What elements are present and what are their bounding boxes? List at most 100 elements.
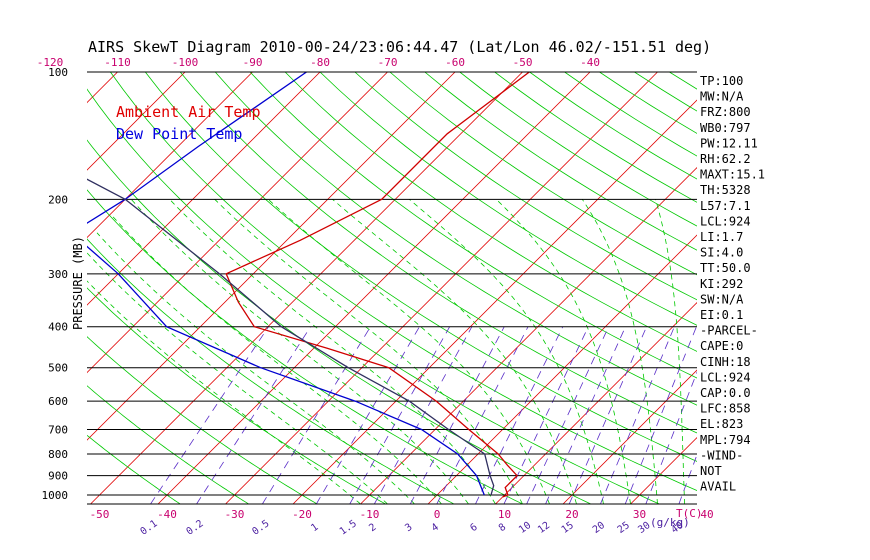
mixing-ratio-line bbox=[475, 326, 564, 504]
isotherm-line bbox=[495, 301, 697, 504]
legend: Ambient Air Temp Dew Point Temp bbox=[116, 103, 261, 143]
moist-adiabat bbox=[267, 199, 550, 504]
pressure-tick-label: 1000 bbox=[42, 489, 69, 502]
index-label: AVAIL bbox=[700, 480, 736, 494]
moist-adiabat bbox=[655, 199, 685, 504]
dry-adiabat bbox=[87, 434, 181, 504]
dry-adiabat bbox=[319, 72, 697, 326]
mixing-ratio-tick-label: 3 bbox=[403, 522, 414, 534]
mixing-ratio-line bbox=[568, 326, 647, 504]
dry-adiabat bbox=[284, 72, 697, 352]
top-temp-tick-label: -40 bbox=[580, 56, 600, 69]
mixing-ratio-tick-label: 0.5 bbox=[250, 518, 271, 537]
top-temp-tick-label: -70 bbox=[378, 56, 398, 69]
pressure-tick-label: 100 bbox=[48, 66, 68, 79]
top-temp-tick-label: -50 bbox=[513, 56, 533, 69]
index-label: KI:292 bbox=[700, 277, 743, 291]
mixing-ratio-unit-label: (g/kg) bbox=[650, 516, 690, 529]
isotherm-line bbox=[225, 72, 658, 504]
mixing-ratio-tick-label: 4 bbox=[430, 522, 441, 534]
mixing-ratio-tick-label: 10 bbox=[517, 520, 533, 536]
dry-adiabat bbox=[249, 72, 697, 379]
top-temp-tick-label: -80 bbox=[310, 56, 330, 69]
dry-adiabat bbox=[144, 72, 697, 462]
top-temp-tick-label: -100 bbox=[172, 56, 199, 69]
isotherm-line bbox=[87, 72, 388, 374]
mixing-ratio-line bbox=[545, 326, 626, 504]
moist-adiabat bbox=[112, 216, 442, 504]
index-label: LI:1.7 bbox=[700, 230, 743, 244]
isotherm-line bbox=[87, 72, 253, 239]
series-line bbox=[225, 72, 530, 498]
dry-adiabat bbox=[87, 385, 249, 504]
pressure-tick-label: 600 bbox=[48, 395, 68, 408]
index-label: WB0:797 bbox=[700, 121, 751, 135]
pressure-tick-label: 300 bbox=[48, 268, 68, 281]
mixing-ratio-tick-label: 0.2 bbox=[185, 518, 206, 537]
pressure-tick-label: 900 bbox=[48, 470, 68, 483]
top-temp-tick-label: -110 bbox=[104, 56, 131, 69]
moist-adiabat bbox=[87, 252, 388, 504]
isotherm-line bbox=[562, 369, 697, 504]
moist-adiabat bbox=[214, 199, 523, 504]
legend-entry: Ambient Air Temp bbox=[116, 103, 261, 121]
mixing-ratio-line bbox=[678, 453, 697, 504]
index-label: NOT bbox=[700, 464, 722, 478]
mixing-ratio-line bbox=[349, 326, 451, 504]
mixing-ratio-tick-label: 20 bbox=[591, 520, 607, 536]
moist-adiabat bbox=[169, 199, 496, 504]
dry-adiabat bbox=[87, 287, 386, 504]
dry-adiabat bbox=[354, 72, 697, 301]
top-temp-tick-label: -120 bbox=[37, 56, 64, 69]
index-label: FRZ:800 bbox=[700, 105, 751, 119]
mixing-ratio-line bbox=[436, 326, 529, 504]
mixing-ratio-line bbox=[316, 326, 420, 504]
temp-tick-label: 30 bbox=[633, 508, 646, 521]
dry-adiabat bbox=[87, 189, 523, 504]
mixing-ratio-line bbox=[409, 326, 505, 504]
mixing-ratio-line bbox=[150, 326, 269, 504]
isotherm-line bbox=[87, 72, 186, 171]
temp-unit-label: T(C) bbox=[676, 507, 703, 520]
index-label: -PARCEL- bbox=[700, 324, 758, 338]
mixing-ratio-tick-label: 15 bbox=[560, 520, 576, 536]
index-label: TP:100 bbox=[700, 74, 743, 88]
dry-adiabat bbox=[739, 72, 870, 504]
mixing-ratio-tick-label: 1.5 bbox=[338, 518, 359, 537]
index-label: MAXT:15.1 bbox=[700, 168, 765, 182]
pressure-tick-label: 200 bbox=[48, 193, 68, 206]
index-label: L57:7.1 bbox=[700, 199, 751, 213]
dry-adiabat bbox=[87, 336, 318, 504]
isotherm-line bbox=[766, 72, 870, 504]
mixing-ratio-line bbox=[600, 326, 675, 504]
temp-tick-label: -20 bbox=[292, 508, 312, 521]
isotherm-line bbox=[87, 72, 321, 306]
moist-adiabat bbox=[332, 198, 577, 504]
index-label: MPL:794 bbox=[700, 433, 751, 447]
pressure-tick-label: 400 bbox=[48, 321, 68, 334]
index-label: LCL:924 bbox=[700, 214, 751, 228]
index-label: PW:12.11 bbox=[700, 136, 758, 150]
temp-tick-label: 0 bbox=[434, 508, 441, 521]
isotherm-line bbox=[87, 72, 456, 441]
isotherm-line bbox=[427, 234, 697, 504]
mixing-ratio-tick-label: 6 bbox=[468, 522, 479, 534]
pressure-tick-label: 500 bbox=[48, 362, 68, 375]
index-label: LFC:858 bbox=[700, 402, 751, 416]
index-label: EI:0.1 bbox=[700, 308, 743, 322]
isotherm-line bbox=[833, 72, 870, 504]
temp-tick-label: -50 bbox=[90, 508, 110, 521]
index-label: CAP:0.0 bbox=[700, 386, 751, 400]
dry-adiabat bbox=[87, 238, 455, 504]
isotherm-line bbox=[292, 99, 697, 504]
index-label: -WIND- bbox=[700, 448, 743, 462]
top-temp-tick-label: -90 bbox=[243, 56, 263, 69]
mixing-ratio-tick-label: 12 bbox=[536, 520, 552, 536]
temp-tick-label: 40 bbox=[700, 508, 713, 521]
mixing-ratio-tick-label: 8 bbox=[497, 522, 508, 534]
profile-lines bbox=[87, 72, 530, 498]
mixing-ratio-tick-label: 25 bbox=[616, 520, 632, 536]
index-label: CINH:18 bbox=[700, 355, 751, 369]
isotherm-line bbox=[87, 72, 118, 104]
temp-tick-label: 20 bbox=[565, 508, 578, 521]
